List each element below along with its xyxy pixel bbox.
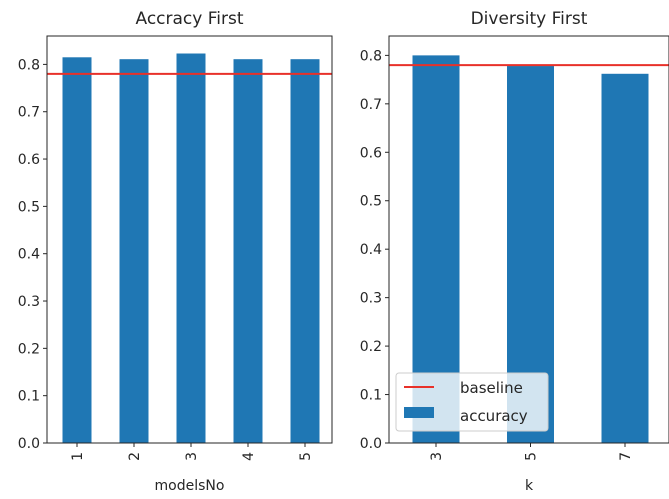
bar-7 (601, 73, 649, 444)
chart-title: Accracy First (135, 9, 243, 29)
legend-swatch-accuracy (404, 407, 434, 418)
x-tick-label: 5 (298, 452, 314, 461)
bar-2 (119, 59, 149, 443)
y-tick-label: 0.0 (18, 436, 40, 452)
legend-label-accuracy: accuracy (460, 407, 528, 425)
y-tick-label: 0.5 (18, 199, 40, 215)
subplot-2: 0.0 0.1 0.2 0.3 0.4 0.5 0.6 0.7 0.8 3 5 7 Diversity … (360, 9, 669, 494)
y-tick-label: 0.2 (360, 339, 382, 355)
plot-frame (46, 35, 333, 444)
y-tick-label: 0.1 (360, 388, 382, 404)
x-tick-label: 4 (241, 452, 257, 461)
x-axis-label: k (525, 478, 534, 494)
y-tick-label: 0.8 (360, 48, 382, 64)
subplot-1: 0.0 0.1 0.2 0.3 0.4 0.5 0.6 0.7 0.8 1 2 3 4 5 Accracy … (18, 9, 333, 494)
y-tick-label: 0.8 (18, 57, 40, 73)
y-tick-label: 0.3 (360, 291, 382, 307)
chart-title: Diversity First (471, 9, 588, 29)
x-tick-label: 3 (184, 452, 200, 461)
x-tick-label: 7 (618, 452, 634, 461)
x-tick-label: 2 (127, 452, 143, 461)
y-tick-label: 0.6 (360, 145, 382, 161)
y-tick-label: 0.1 (18, 389, 40, 405)
bar-1 (62, 57, 92, 444)
y-tick-label: 0.7 (18, 105, 40, 121)
y-tick-label: 0.2 (18, 341, 40, 357)
x-axis-label: modelsNo (155, 478, 225, 494)
legend: baseline accuracy (395, 372, 549, 432)
bar-4 (233, 59, 263, 443)
y-tick-label: 0.4 (18, 247, 40, 263)
y-tick-label: 0.5 (360, 194, 382, 210)
legend-label-baseline: baseline (460, 379, 523, 397)
plot-frame (388, 35, 669, 444)
x-tick-label: 3 (429, 452, 445, 461)
bar-3 (176, 53, 206, 443)
y-tick-label: 0.7 (360, 97, 382, 113)
y-tick-label: 0.3 (18, 294, 40, 310)
y-tick-label: 0.6 (18, 152, 40, 168)
bar-5 (290, 59, 320, 443)
x-tick-label: 1 (70, 452, 86, 461)
x-tick-label: 5 (524, 452, 540, 461)
y-tick-label: 0.4 (360, 242, 382, 258)
y-tick-label: 0.0 (360, 436, 382, 452)
